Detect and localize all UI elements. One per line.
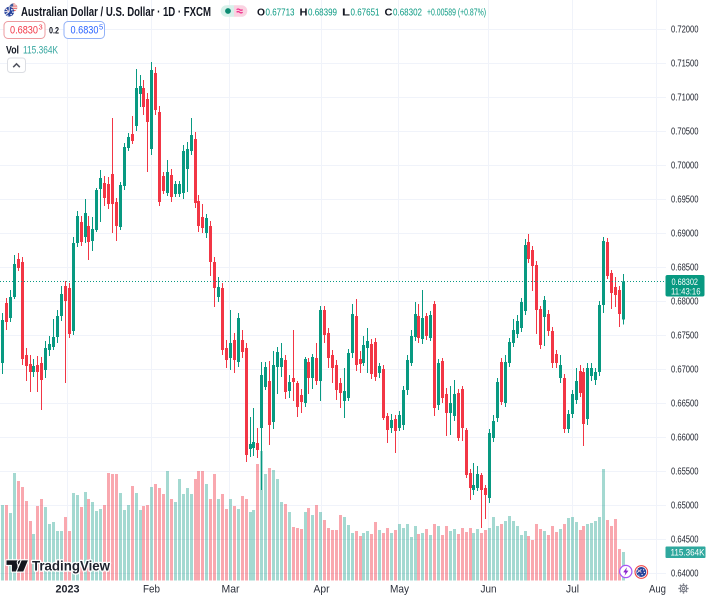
svg-text:Australian Dollar / U.S. Dolla: Australian Dollar / U.S. Dollar · 1D · F… — [21, 5, 211, 19]
svg-text:0.69000: 0.69000 — [671, 229, 699, 240]
svg-text:C: C — [385, 7, 393, 19]
svg-text:0.68302: 0.68302 — [393, 7, 422, 19]
svg-text:H: H — [300, 7, 308, 19]
svg-text:Mar: Mar — [222, 584, 240, 596]
svg-text:0.64000: 0.64000 — [671, 569, 699, 580]
svg-text:115.364K: 115.364K — [23, 45, 58, 57]
svg-text:L: L — [342, 7, 351, 19]
svg-text:Vol: Vol — [6, 45, 19, 57]
svg-text:115.364K: 115.364K — [671, 547, 706, 558]
svg-text:Apr: Apr — [314, 584, 330, 596]
svg-text:0.70500: 0.70500 — [671, 127, 699, 138]
svg-text:TradingView: TradingView — [32, 559, 110, 574]
svg-text:0.65500: 0.65500 — [671, 467, 699, 478]
svg-text:5: 5 — [99, 23, 103, 32]
svg-text:0.2: 0.2 — [49, 26, 59, 37]
svg-text:0.6830: 0.6830 — [71, 25, 99, 37]
svg-text:+0.00589 (+0.87%): +0.00589 (+0.87%) — [427, 7, 486, 19]
svg-text:2023: 2023 — [56, 584, 80, 596]
svg-text:Aug: Aug — [649, 584, 666, 596]
svg-text:0.67500: 0.67500 — [671, 331, 699, 342]
svg-text:May: May — [390, 584, 409, 596]
svg-text:Jul: Jul — [566, 584, 579, 596]
svg-text:3: 3 — [39, 23, 43, 32]
svg-text:0.69500: 0.69500 — [671, 195, 699, 206]
svg-text:0.68302: 0.68302 — [672, 277, 699, 288]
svg-text:0.66000: 0.66000 — [671, 433, 699, 444]
svg-text:0.68399: 0.68399 — [308, 7, 337, 19]
svg-text:0.67713: 0.67713 — [266, 7, 295, 19]
svg-text:0.71000: 0.71000 — [671, 93, 699, 104]
svg-text:0.67000: 0.67000 — [671, 365, 699, 376]
svg-text:Feb: Feb — [143, 584, 160, 596]
svg-text:0.68000: 0.68000 — [671, 297, 699, 308]
svg-text:0.66500: 0.66500 — [671, 399, 699, 410]
svg-text:Jun: Jun — [481, 584, 497, 596]
svg-text:11:43:16: 11:43:16 — [671, 287, 701, 298]
svg-text:0.70000: 0.70000 — [671, 161, 699, 172]
svg-text:0.71500: 0.71500 — [671, 59, 699, 70]
svg-text:0.67651: 0.67651 — [351, 7, 380, 19]
svg-text:0.6830: 0.6830 — [10, 25, 38, 37]
svg-text:O: O — [257, 7, 265, 19]
svg-text:0.68500: 0.68500 — [671, 263, 699, 274]
svg-text:0.65000: 0.65000 — [671, 501, 699, 512]
svg-text:0.64500: 0.64500 — [671, 535, 699, 546]
svg-text:0.72000: 0.72000 — [671, 25, 699, 36]
